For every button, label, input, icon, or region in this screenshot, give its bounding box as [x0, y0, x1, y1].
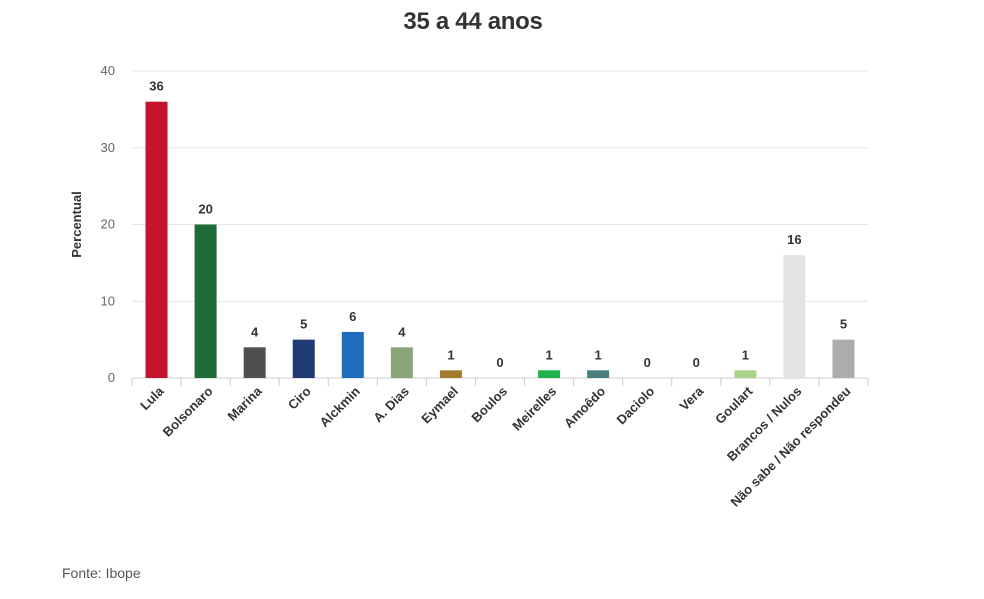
- category-label: Vera: [676, 383, 707, 414]
- category-label: Goulart: [712, 383, 756, 427]
- y-tick-label: 20: [101, 217, 115, 232]
- bar-alckmin: [341, 331, 364, 378]
- bar-lula: [145, 101, 168, 378]
- y-tick-label: 40: [101, 63, 115, 78]
- bar-a-dias: [390, 347, 413, 378]
- bar-bolsonaro: [194, 224, 217, 378]
- y-tick-label: 0: [108, 370, 115, 385]
- data-label: 0: [693, 355, 700, 370]
- bar-brancos-nulos: [783, 255, 806, 378]
- y-tick-label: 10: [101, 293, 115, 308]
- bar-amo-do: [587, 370, 610, 378]
- data-label: 20: [198, 202, 212, 217]
- data-label: 16: [787, 232, 801, 247]
- category-label: Bolsonaro: [160, 383, 216, 439]
- source-note: Fonte: Ibope: [62, 565, 141, 581]
- category-label: Amoêdo: [561, 383, 608, 430]
- data-label: 4: [398, 324, 406, 339]
- data-label: 6: [349, 309, 356, 324]
- data-label: 5: [300, 317, 307, 332]
- category-label: Lula: [137, 383, 167, 413]
- category-label: Boulos: [468, 384, 510, 426]
- bar-goulart: [734, 370, 757, 378]
- bar-meirelles: [538, 370, 561, 378]
- bar-n-o-sabe-n-o-respondeu: [832, 339, 855, 378]
- category-label: Meirelles: [509, 384, 559, 434]
- category-label: Marina: [225, 383, 266, 424]
- y-axis-title: Percentual: [69, 191, 84, 257]
- chart-title: 35 a 44 anos: [403, 8, 543, 35]
- data-label: 0: [644, 355, 651, 370]
- data-label: 1: [447, 347, 454, 362]
- data-label: 1: [595, 347, 602, 362]
- category-label: Daciolo: [614, 383, 658, 427]
- category-label: Alckmin: [317, 383, 363, 429]
- data-label: 36: [149, 79, 163, 94]
- category-label: Ciro: [285, 383, 314, 412]
- bar-marina: [243, 347, 266, 378]
- category-label: Eymael: [418, 384, 461, 427]
- data-label: 1: [742, 347, 749, 362]
- data-label: 0: [496, 355, 503, 370]
- bar-ciro: [292, 339, 315, 378]
- y-tick-label: 30: [101, 140, 115, 155]
- data-label: 1: [545, 347, 552, 362]
- data-label: 4: [251, 324, 259, 339]
- data-label: 5: [840, 317, 847, 332]
- bar-eymael: [439, 370, 462, 378]
- category-label: A. Dias: [370, 384, 412, 426]
